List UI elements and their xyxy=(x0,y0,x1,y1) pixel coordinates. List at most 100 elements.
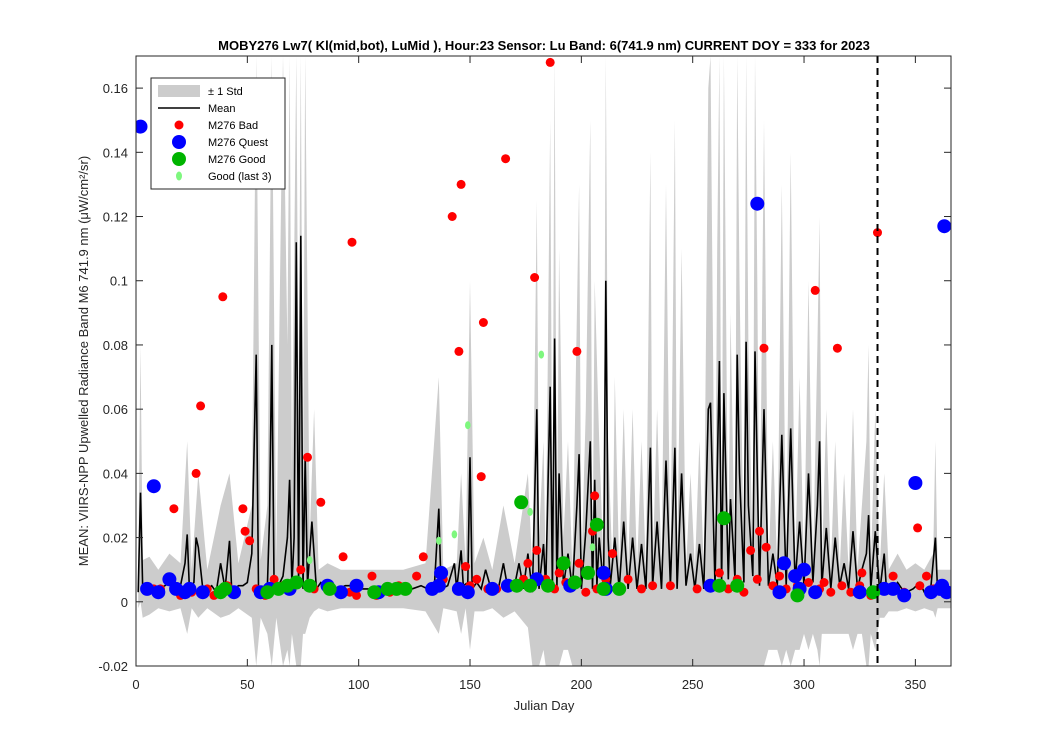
bad-point xyxy=(554,568,564,578)
legend-label-last3: Good (last 3) xyxy=(208,171,272,183)
legend: ± 1 Std Mean M276 Bad M276 Quest M276 Go… xyxy=(150,77,286,190)
quest-point xyxy=(596,565,611,580)
bad-point xyxy=(501,154,511,164)
legend-label-mean: Mean xyxy=(208,103,236,115)
bad-point xyxy=(819,578,829,587)
legend-swatch-quest xyxy=(172,135,186,149)
bad-point xyxy=(665,581,675,591)
quest-point xyxy=(886,581,901,596)
quest-point xyxy=(431,578,446,593)
quest-point xyxy=(897,588,912,603)
legend-swatch-last3 xyxy=(176,171,182,181)
y-tick-label: 0.1 xyxy=(110,274,128,289)
quest-point xyxy=(146,479,161,494)
bad-point xyxy=(240,526,250,536)
bad-point xyxy=(532,545,542,555)
bad-point xyxy=(316,497,326,507)
good-point xyxy=(289,575,304,590)
bad-point xyxy=(888,571,898,581)
bad-point xyxy=(637,584,646,594)
good-point xyxy=(556,556,571,571)
good-point xyxy=(730,578,745,593)
good-point xyxy=(596,581,611,596)
bad-point xyxy=(915,581,925,591)
quest-point xyxy=(797,562,811,577)
bad-point xyxy=(761,542,771,552)
quest-point xyxy=(136,119,148,134)
bad-point xyxy=(623,574,633,584)
chart-title: MOBY276 Lw7( Kl(mid,bot), LuMid ), Hour:… xyxy=(218,38,870,53)
good-point xyxy=(514,495,529,510)
bad-point xyxy=(269,574,279,584)
last3-point xyxy=(306,556,313,565)
legend-label-bad: M276 Bad xyxy=(208,120,258,132)
bad-point xyxy=(169,504,179,514)
good-point xyxy=(790,588,805,603)
bad-point xyxy=(714,568,724,578)
quest-point xyxy=(937,219,951,234)
bad-point xyxy=(846,587,856,597)
bad-point xyxy=(832,343,842,353)
bad-point xyxy=(804,578,813,587)
x-tick-label: 350 xyxy=(905,677,927,692)
quest-point xyxy=(434,565,449,580)
legend-box xyxy=(150,77,286,190)
bad-point xyxy=(826,587,836,597)
bad-point xyxy=(810,285,820,295)
y-axis-label: MEAN: VIIRS-NPP Upwelled Radiance Band M… xyxy=(76,156,91,566)
good-point xyxy=(612,581,627,596)
last3-point xyxy=(589,543,596,552)
legend-swatch-std xyxy=(158,85,200,97)
bad-point xyxy=(456,179,466,189)
quest-point xyxy=(777,556,791,571)
quest-point xyxy=(908,476,923,490)
x-tick-label: 0 xyxy=(132,677,139,692)
bad-point xyxy=(461,562,471,571)
bad-point xyxy=(191,468,201,478)
bad-point xyxy=(759,343,769,353)
bad-point xyxy=(692,584,702,594)
y-tick-label: 0.14 xyxy=(103,145,128,160)
bad-point xyxy=(752,574,762,584)
y-axis: -0.02 0 0.02 0.04 0.06 0.08 0.1 0.12 0.14 0.16 xyxy=(98,81,951,674)
good-point xyxy=(322,581,337,596)
bad-point xyxy=(574,558,584,568)
good-point xyxy=(589,517,604,532)
quest-point xyxy=(939,585,951,600)
y-tick-label: 0.16 xyxy=(103,81,128,96)
quest-point xyxy=(333,585,348,600)
bad-point xyxy=(338,552,348,562)
bad-point xyxy=(218,292,228,302)
good-point xyxy=(581,565,595,580)
quest-point xyxy=(195,585,210,600)
bad-point xyxy=(196,401,206,411)
legend-swatch-bad xyxy=(174,120,184,130)
good-point xyxy=(541,578,555,593)
plot-content xyxy=(136,56,951,666)
bad-point xyxy=(245,536,255,546)
bad-point xyxy=(755,526,764,536)
bad-point xyxy=(447,212,457,221)
plot-frame xyxy=(135,55,952,667)
bad-point xyxy=(545,57,555,67)
good-point xyxy=(260,585,275,600)
quest-point xyxy=(485,581,500,596)
quest-point xyxy=(140,581,155,596)
y-tick-label: 0 xyxy=(121,595,128,610)
bad-point xyxy=(873,228,882,238)
bad-point xyxy=(296,565,306,575)
bad-point xyxy=(238,504,248,514)
bad-point xyxy=(418,552,428,562)
bad-point xyxy=(367,571,377,581)
good-point xyxy=(523,578,538,593)
bad-point xyxy=(530,273,540,282)
bad-point xyxy=(454,346,464,356)
bad-point xyxy=(837,581,847,591)
quest-point xyxy=(182,581,197,596)
good-point xyxy=(398,581,413,596)
y-tick-label: -0.02 xyxy=(98,659,128,674)
good-point xyxy=(509,578,524,593)
mean-line xyxy=(137,235,951,595)
std-band-area xyxy=(138,56,951,666)
bad-point xyxy=(648,581,658,591)
